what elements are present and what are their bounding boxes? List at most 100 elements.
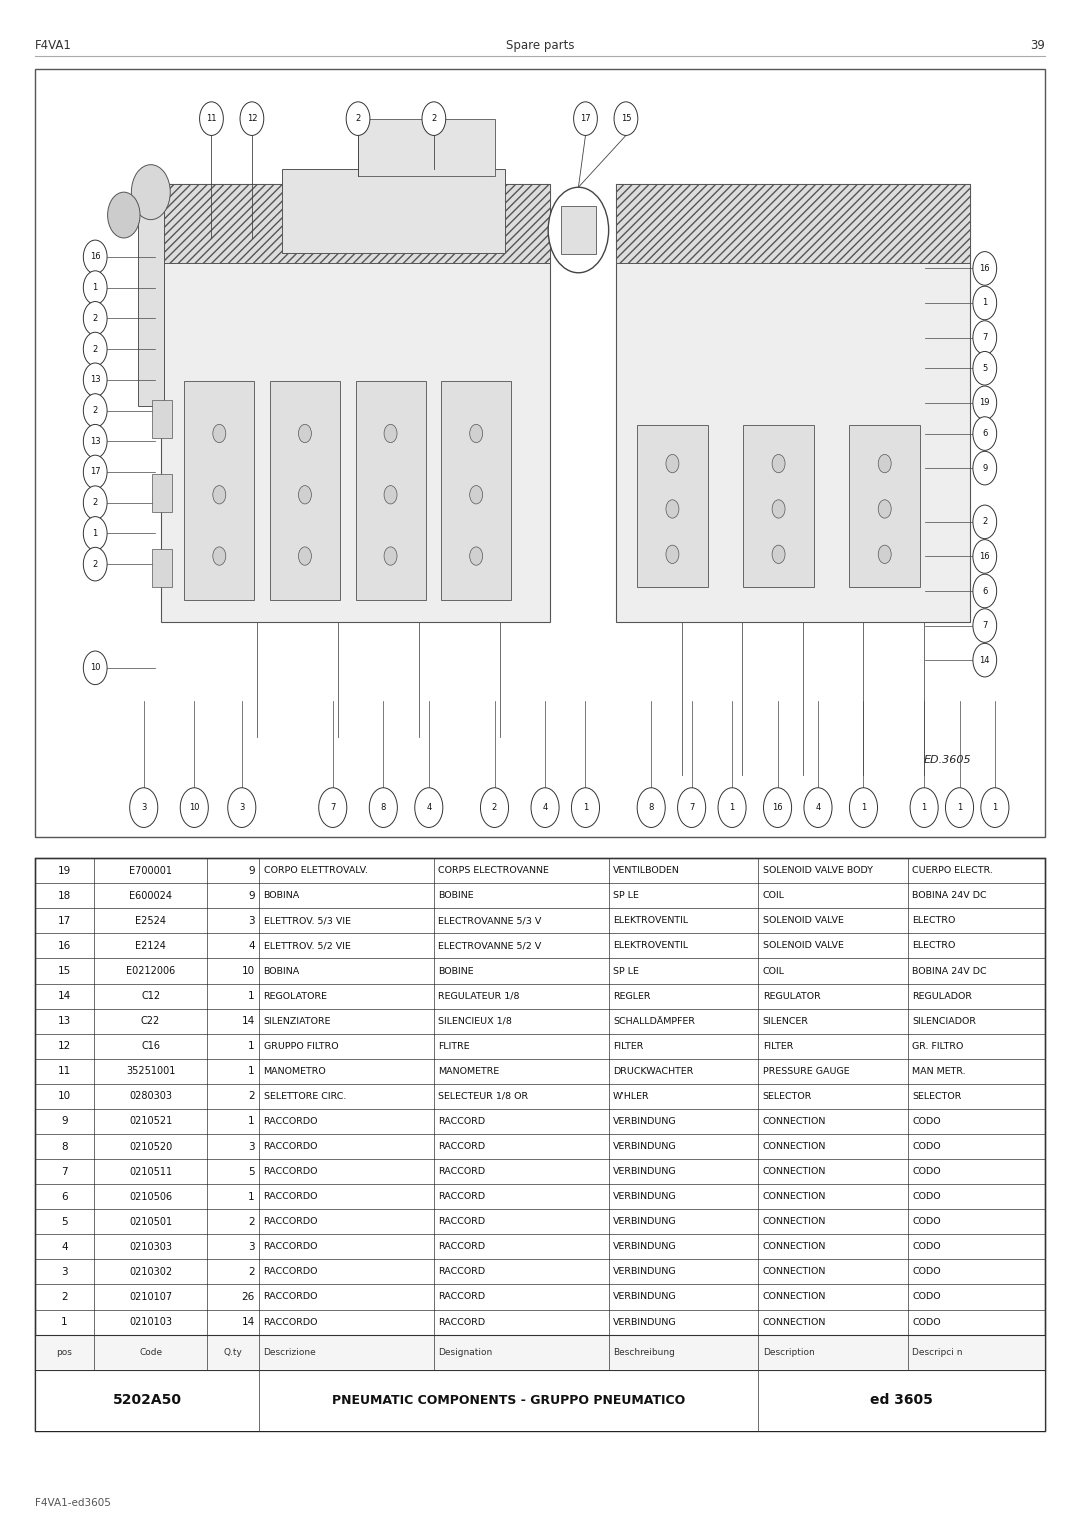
Text: BOBINA 24V DC: BOBINA 24V DC: [913, 967, 987, 976]
Circle shape: [549, 188, 609, 273]
Text: Descripci n: Descripci n: [913, 1348, 963, 1356]
Text: 3: 3: [62, 1267, 68, 1277]
Text: 4: 4: [62, 1241, 68, 1252]
Circle shape: [878, 499, 891, 518]
Text: 14: 14: [242, 1015, 255, 1026]
Circle shape: [677, 788, 705, 828]
Text: BOBINA 24V DC: BOBINA 24V DC: [913, 892, 987, 901]
Text: MAN METR.: MAN METR.: [913, 1067, 967, 1077]
Circle shape: [83, 394, 107, 428]
Text: 8: 8: [380, 803, 386, 812]
Bar: [138, 208, 164, 406]
Text: RACCORDO: RACCORDO: [264, 1167, 318, 1176]
Text: 1: 1: [921, 803, 927, 812]
Text: 5: 5: [982, 363, 987, 373]
Text: RACCORD: RACCORD: [438, 1267, 485, 1277]
Text: 14: 14: [980, 655, 990, 664]
Text: VERBINDUNG: VERBINDUNG: [613, 1116, 676, 1125]
Text: 15: 15: [58, 967, 71, 976]
Text: ELETTROV. 5/3 VIE: ELETTROV. 5/3 VIE: [264, 916, 351, 925]
Text: Descrizione: Descrizione: [264, 1348, 316, 1356]
Text: SILENCIEUX 1/8: SILENCIEUX 1/8: [438, 1017, 512, 1026]
Circle shape: [298, 425, 311, 443]
Text: CONNECTION: CONNECTION: [762, 1292, 826, 1301]
Text: Q.ty: Q.ty: [224, 1348, 242, 1356]
Circle shape: [973, 321, 997, 354]
Text: CODO: CODO: [913, 1217, 941, 1226]
Text: GRUPPO FILTRO: GRUPPO FILTRO: [264, 1041, 338, 1051]
Text: 17: 17: [58, 916, 71, 925]
Text: 1: 1: [248, 1116, 255, 1127]
Text: 13: 13: [90, 437, 100, 446]
Text: BOBINA: BOBINA: [264, 967, 300, 976]
Circle shape: [973, 574, 997, 608]
Circle shape: [666, 499, 679, 518]
Text: COIL: COIL: [762, 892, 785, 901]
Bar: [161, 183, 550, 621]
Text: 16: 16: [980, 551, 990, 560]
Text: 0210107: 0210107: [130, 1292, 172, 1303]
Bar: [616, 183, 970, 263]
Circle shape: [666, 545, 679, 563]
Text: RACCORD: RACCORD: [438, 1318, 485, 1327]
Circle shape: [83, 516, 107, 550]
Circle shape: [83, 240, 107, 273]
Text: 1: 1: [861, 803, 866, 812]
Text: FLITRE: FLITRE: [438, 1041, 470, 1051]
Circle shape: [384, 547, 397, 565]
Text: 2: 2: [248, 1267, 255, 1277]
Text: 15: 15: [621, 115, 631, 124]
Text: 2: 2: [431, 115, 436, 124]
Circle shape: [180, 788, 208, 828]
Text: 4: 4: [248, 941, 255, 951]
Text: BOBINE: BOBINE: [438, 967, 474, 976]
Circle shape: [415, 788, 443, 828]
Text: REGLER: REGLER: [613, 991, 650, 1000]
Circle shape: [319, 788, 347, 828]
Text: C16: C16: [141, 1041, 160, 1051]
Text: ED.3605: ED.3605: [924, 754, 972, 765]
Text: 39: 39: [1030, 40, 1045, 52]
Circle shape: [772, 499, 785, 518]
Text: CONNECTION: CONNECTION: [762, 1167, 826, 1176]
Text: PNEUMATIC COMPONENTS - GRUPPO PNEUMATICO: PNEUMATIC COMPONENTS - GRUPPO PNEUMATICO: [333, 1394, 686, 1406]
Text: RACCORD: RACCORD: [438, 1167, 485, 1176]
Text: 8: 8: [62, 1142, 68, 1151]
Text: 0210520: 0210520: [129, 1142, 172, 1151]
Bar: [35, 1370, 1045, 1431]
Text: SILENCER: SILENCER: [762, 1017, 809, 1026]
Text: RACCORDO: RACCORDO: [264, 1243, 318, 1251]
Text: CONNECTION: CONNECTION: [762, 1217, 826, 1226]
Bar: [35, 1335, 1045, 1370]
Text: ed 3605: ed 3605: [870, 1393, 933, 1408]
Text: 5: 5: [248, 1167, 255, 1177]
Text: 13: 13: [90, 376, 100, 385]
Text: 0280303: 0280303: [130, 1092, 172, 1101]
Text: ELETTROV. 5/2 VIE: ELETTROV. 5/2 VIE: [264, 942, 350, 950]
Bar: [743, 425, 814, 586]
Text: 1: 1: [729, 803, 734, 812]
Text: 16: 16: [90, 252, 100, 261]
Circle shape: [666, 455, 679, 473]
Text: Spare parts: Spare parts: [505, 40, 575, 52]
Bar: [562, 206, 596, 255]
Text: 19: 19: [980, 399, 990, 408]
Text: CORPO ELETTROVALV.: CORPO ELETTROVALV.: [264, 866, 367, 875]
Text: VERBINDUNG: VERBINDUNG: [613, 1318, 676, 1327]
Text: 3: 3: [248, 1241, 255, 1252]
Bar: [270, 380, 340, 600]
Circle shape: [213, 425, 226, 443]
Text: COIL: COIL: [762, 967, 785, 976]
Text: 1: 1: [93, 282, 98, 292]
Text: 18: 18: [58, 890, 71, 901]
Circle shape: [973, 252, 997, 286]
Text: 9: 9: [248, 866, 255, 875]
Text: E700001: E700001: [130, 866, 172, 875]
Text: CONNECTION: CONNECTION: [762, 1318, 826, 1327]
Text: 3: 3: [248, 1142, 255, 1151]
Bar: [616, 183, 970, 621]
Text: 17: 17: [580, 115, 591, 124]
Circle shape: [973, 609, 997, 643]
Text: DRUCKWACHTER: DRUCKWACHTER: [613, 1067, 693, 1077]
Text: RACCORDO: RACCORDO: [264, 1193, 318, 1202]
